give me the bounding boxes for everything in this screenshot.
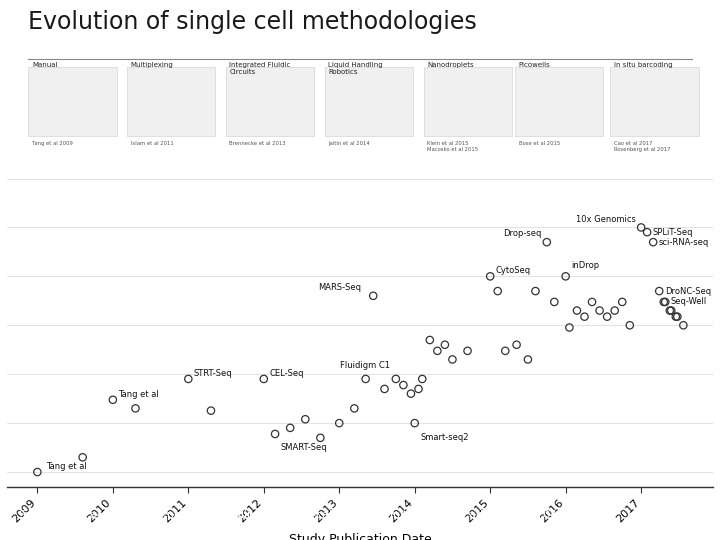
Point (654, 287, 665, 295)
Point (390, 375, 402, 383)
Text: Bose et al 2015: Bose et al 2015 (518, 141, 560, 146)
Point (300, 415, 311, 423)
Point (541, 238, 552, 246)
Point (670, 312, 682, 321)
Point (107, 395, 119, 404)
Point (492, 287, 503, 295)
Point (379, 384, 390, 393)
Text: 10x Genomics: 10x Genomics (576, 214, 636, 224)
Point (269, 430, 281, 438)
Text: DroNC-Seq: DroNC-Seq (665, 287, 711, 295)
Text: MARS-Seq: MARS-Seq (318, 283, 361, 292)
Text: SMART-Seq: SMART-Seq (281, 443, 328, 453)
Text: SPLiT-Seq: SPLiT-Seq (653, 228, 693, 237)
Text: Jaitin et al 2014: Jaitin et al 2014 (328, 141, 370, 146)
Point (560, 272, 572, 281)
Text: Tang et al 2009: Tang et al 2009 (32, 141, 73, 146)
Point (409, 419, 420, 428)
Text: Svensson $\it{et\ al.}$ (2017). Exponential scaling of single-cell RNA-seq in th: Svensson $\it{et\ al.}$ (2017). Exponent… (18, 508, 610, 522)
Point (413, 384, 424, 393)
Point (678, 321, 689, 329)
Point (571, 306, 582, 315)
Point (405, 389, 417, 398)
Point (367, 292, 379, 300)
Point (32, 468, 43, 476)
Point (485, 272, 496, 281)
FancyBboxPatch shape (325, 67, 413, 136)
Text: Klein et al 2015
Macosko et al 2015: Klein et al 2015 Macosko et al 2015 (427, 141, 478, 152)
Point (635, 223, 647, 232)
Point (522, 355, 534, 364)
X-axis label: Study Publication Date: Study Publication Date (289, 532, 431, 540)
FancyBboxPatch shape (516, 67, 603, 136)
Point (660, 298, 671, 306)
Text: CEL-Seq: CEL-Seq (269, 369, 304, 378)
Point (446, 355, 458, 364)
Point (333, 419, 345, 428)
Point (431, 347, 443, 355)
FancyBboxPatch shape (28, 67, 117, 136)
Point (579, 312, 590, 321)
Point (624, 321, 636, 329)
Point (616, 298, 628, 306)
Point (348, 404, 360, 413)
Point (258, 375, 269, 383)
Point (658, 298, 670, 306)
Text: sci-RNA-seq: sci-RNA-seq (659, 238, 709, 247)
Text: Nanodroplets: Nanodroplets (427, 62, 474, 68)
Text: Integrated Fluidic
Circuits: Integrated Fluidic Circuits (230, 62, 291, 75)
Point (77, 453, 89, 462)
Text: Cao et al 2017
Rosenberg et al 2017: Cao et al 2017 Rosenberg et al 2017 (614, 141, 670, 152)
Text: Liquid Handling
Robotics: Liquid Handling Robotics (328, 62, 383, 75)
Text: In situ barcoding: In situ barcoding (614, 62, 672, 68)
FancyBboxPatch shape (611, 67, 698, 136)
Point (665, 306, 677, 315)
Point (439, 340, 451, 349)
Text: Multiplexing: Multiplexing (130, 62, 174, 68)
Point (642, 228, 653, 237)
Text: Picowells: Picowells (518, 62, 551, 68)
Point (183, 375, 194, 383)
Text: Fluidigm C1: Fluidigm C1 (341, 361, 390, 369)
Point (510, 340, 522, 349)
Point (205, 406, 217, 415)
Text: Tang et al: Tang et al (118, 390, 159, 399)
Point (549, 298, 560, 306)
Point (315, 434, 326, 442)
Text: Smart-seq2: Smart-seq2 (420, 433, 469, 442)
Point (564, 323, 575, 332)
Point (594, 306, 606, 315)
Point (609, 306, 621, 315)
Point (672, 312, 683, 321)
Point (462, 347, 473, 355)
Point (664, 306, 675, 315)
Point (360, 375, 372, 383)
Text: CytoSeq: CytoSeq (496, 266, 531, 275)
Point (284, 423, 296, 432)
Point (416, 375, 428, 383)
FancyBboxPatch shape (127, 67, 215, 136)
Text: Brennecke et al 2013: Brennecke et al 2013 (230, 141, 286, 146)
FancyBboxPatch shape (423, 67, 512, 136)
Text: Manual: Manual (32, 62, 58, 68)
Point (424, 336, 436, 345)
Text: Evolution of single cell methodologies: Evolution of single cell methodologies (28, 10, 477, 33)
Text: Seq-Well: Seq-Well (671, 298, 707, 306)
Text: Islam et al 2011: Islam et al 2011 (130, 141, 174, 146)
Point (130, 404, 141, 413)
Point (530, 287, 541, 295)
Point (397, 381, 409, 389)
Point (586, 298, 598, 306)
Text: Drop-seq: Drop-seq (503, 230, 541, 238)
Point (500, 347, 511, 355)
Text: inDrop: inDrop (571, 261, 599, 270)
Text: Tang et al: Tang et al (45, 462, 86, 471)
Point (601, 312, 613, 321)
FancyBboxPatch shape (226, 67, 314, 136)
Point (647, 238, 659, 246)
Text: STRT-Seq: STRT-Seq (194, 369, 233, 378)
